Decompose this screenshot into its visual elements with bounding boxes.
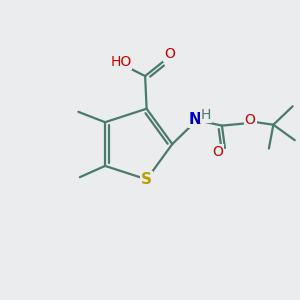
Text: O: O bbox=[164, 47, 175, 61]
Text: S: S bbox=[141, 172, 152, 187]
Text: O: O bbox=[245, 113, 256, 127]
Text: HO: HO bbox=[110, 55, 131, 69]
Text: H: H bbox=[201, 108, 211, 122]
Text: O: O bbox=[212, 146, 223, 159]
Text: N: N bbox=[189, 112, 202, 127]
